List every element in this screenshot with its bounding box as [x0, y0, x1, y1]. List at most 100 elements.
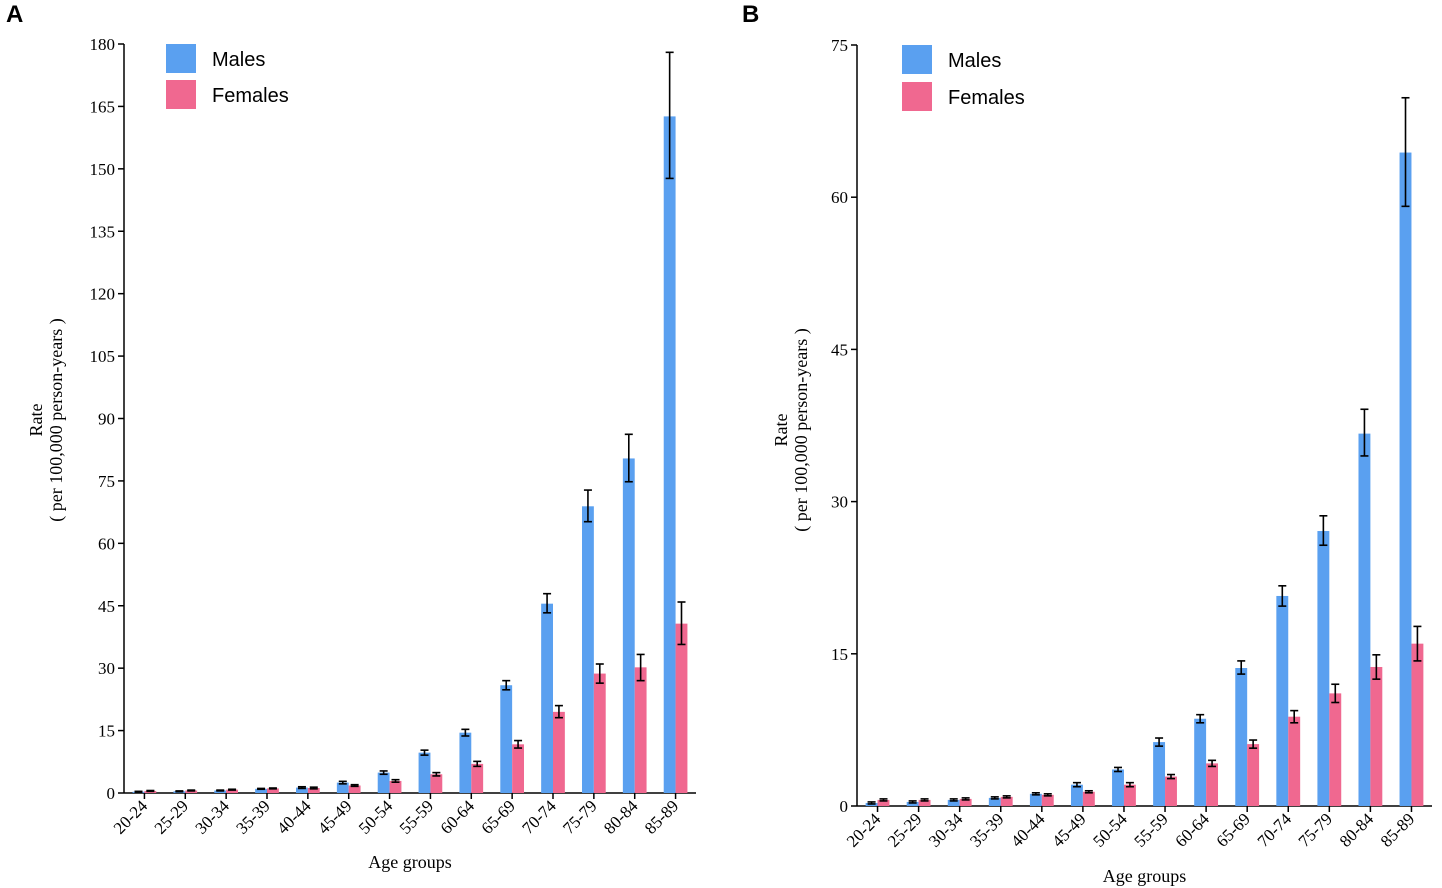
panel-a-x-tick-label: 35-39 [232, 796, 273, 837]
panel-a-y-tick-label: 135 [90, 222, 116, 241]
panel-a-y-tick-label: 30 [98, 659, 115, 678]
panel-a-x-tick-label: 55-59 [396, 796, 437, 837]
panel-b-letter: B [742, 1, 759, 28]
panel-a-legend-label-males: Males [212, 49, 265, 71]
panel-b-bar-males-35-39 [988, 797, 1001, 806]
panel-b-bar-females-20-24 [877, 799, 890, 806]
panel-a-x-tick-label: 65-69 [477, 796, 518, 837]
panel-a-y-tick-label: 75 [98, 472, 115, 491]
panel-b-bar-males-75-79 [1317, 531, 1330, 806]
panel-a-y-tick-label: 150 [90, 160, 116, 179]
panel-b-bar-females-50-54 [1123, 784, 1136, 806]
panel-b-bar-males-50-54 [1112, 769, 1124, 806]
panel-a-bar-males-65-69 [500, 685, 513, 793]
panel-b-bar-females-60-64 [1206, 763, 1219, 806]
panel-a-y-tick-label: 45 [98, 597, 115, 616]
panel-a-y-axis-subtitle: ( per 100,000 person-years ) [46, 318, 67, 521]
panel-a-chart: 0 15 30 45 60 75 90 105 120 135 150 165 180 20-24 25-2… [26, 35, 696, 872]
panel-b-legend-label-males: Males [948, 50, 1001, 72]
panel-b-x-tick-label: 80-84 [1336, 809, 1378, 851]
panel-a-bar-females-50-54 [389, 780, 402, 793]
panel-b-y-axis-subtitle: ( per 100,000 person-years ) [791, 328, 812, 531]
panel-b-x-tick-label: 30-34 [925, 809, 967, 851]
panel-a-y-axis-title: Rate [26, 404, 46, 437]
panel-b-x-tick-label: 45-49 [1048, 809, 1089, 850]
panel-a-legend-swatch-females [166, 80, 196, 109]
panel-b-x-tick-label: 50-54 [1089, 809, 1131, 851]
panel-a-legend-swatch-males [166, 44, 196, 73]
panel-b-bar-females-35-39 [1000, 796, 1013, 806]
panel-b-bar-males-65-69 [1235, 668, 1248, 806]
panel-b-x-tick-label: 35-39 [966, 809, 1007, 850]
panel-a-bar-females-35-39 [267, 788, 279, 793]
panel-a-y-tick-label: 120 [90, 285, 116, 304]
panel-b-x-tick-label: 85-89 [1377, 809, 1418, 850]
panel-b-x-tick-label: 65-69 [1213, 809, 1254, 850]
panel-a-x-tick-label: 50-54 [355, 796, 397, 838]
panel-a-x-tick-label: 45-49 [314, 796, 355, 837]
panel-a-bar-males-75-79 [582, 506, 594, 793]
panel-a-bar-females-75-79 [593, 673, 606, 793]
panel-a-bar-females-70-74 [553, 711, 565, 793]
panel-a-x-tick-label: 60-64 [437, 796, 479, 838]
panel-b-bar-males-70-74 [1276, 595, 1289, 806]
panel-b-bar-females-75-79 [1329, 693, 1342, 806]
panel-b-y-tick-label: 30 [831, 493, 848, 512]
panel-a-letter: A [6, 1, 23, 28]
panel-a-bar-females-55-59 [430, 774, 443, 793]
panel-b-bar-males-80-84 [1358, 433, 1371, 806]
panel-b-legend-swatch-females [902, 82, 932, 111]
panel-a-bar-females-25-29 [185, 790, 198, 793]
panel-a-y-tick-label: 0 [107, 784, 116, 803]
panel-a-bar-males-40-44 [296, 787, 308, 793]
panel-b-bar-females-65-69 [1247, 744, 1260, 806]
panel-a-bar-males-55-59 [418, 752, 431, 793]
panel-b-y-tick-label: 75 [831, 36, 848, 55]
panel-a-bar-females-80-84 [634, 667, 647, 793]
panel-b-bar-males-45-49 [1070, 784, 1083, 806]
panel-b-chart: 0 15 30 45 60 75 20-24 25-29 30-34 35-39 40-44 45-4… [771, 36, 1432, 886]
panel-b-x-axis-title: Age groups [1103, 866, 1187, 886]
panel-b-x-tick-label: 75-79 [1295, 809, 1336, 850]
panel-a-bar-males-50-54 [377, 772, 390, 793]
panel-a-y-tick-label: 105 [90, 347, 116, 366]
panel-a-bar-males-85-89 [663, 116, 676, 794]
panel-a-bar-females-65-69 [512, 744, 524, 793]
panel-b-x-tick-label: 25-29 [884, 809, 925, 850]
panel-b-legend-swatch-males [902, 45, 932, 74]
panel-a-x-tick-label: 70-74 [518, 796, 560, 838]
panel-a-bar-males-35-39 [255, 788, 267, 793]
panel-b-bar-females-30-34 [959, 798, 972, 806]
panel-b-bar-males-60-64 [1194, 718, 1207, 806]
panel-b-bar-males-40-44 [1029, 793, 1042, 806]
panel-b-bar-males-30-34 [947, 799, 960, 806]
panel-b-y-tick-label: 45 [831, 340, 848, 359]
panel-a-bar-males-45-49 [336, 782, 349, 793]
panel-a-bar-males-30-34 [214, 790, 227, 793]
panel-a-bar-females-85-89 [675, 623, 688, 793]
panel-a-bar-males-80-84 [622, 458, 635, 793]
panel-b-bar-females-25-29 [918, 799, 931, 806]
panel-a-x-tick-label: 30-34 [191, 796, 233, 838]
panel-a-bar-males-60-64 [459, 732, 472, 793]
panel-a-legend-label-females: Females [212, 85, 289, 107]
panel-a-x-tick-label: 80-84 [600, 796, 642, 838]
panel-a-x-axis-title: Age groups [368, 852, 452, 872]
panel-a-bar-females-30-34 [226, 789, 238, 793]
panel-a-bar-females-60-64 [471, 763, 484, 793]
panel-a-x-tick-label: 40-44 [273, 796, 315, 838]
panel-a-y-tick-label: 180 [90, 35, 116, 54]
panel-b-bar-females-55-59 [1165, 776, 1177, 806]
panel-b-bar-females-85-89 [1411, 643, 1424, 806]
panel-b-bar-females-80-84 [1370, 666, 1383, 806]
panel-b-y-tick-label: 60 [831, 188, 848, 207]
panel-a-x-tick-label: 75-79 [559, 796, 600, 837]
panel-b-bar-males-85-89 [1399, 152, 1412, 806]
panel-a-y-tick-label: 165 [90, 97, 116, 116]
panel-b-x-tick-label: 60-64 [1171, 809, 1213, 851]
panel-b-bar-females-70-74 [1288, 716, 1301, 806]
panel-a-x-tick-label: 25-29 [151, 796, 192, 837]
panel-b-y-axis-title: Rate [771, 414, 791, 447]
panel-b-bar-females-45-49 [1082, 791, 1095, 806]
